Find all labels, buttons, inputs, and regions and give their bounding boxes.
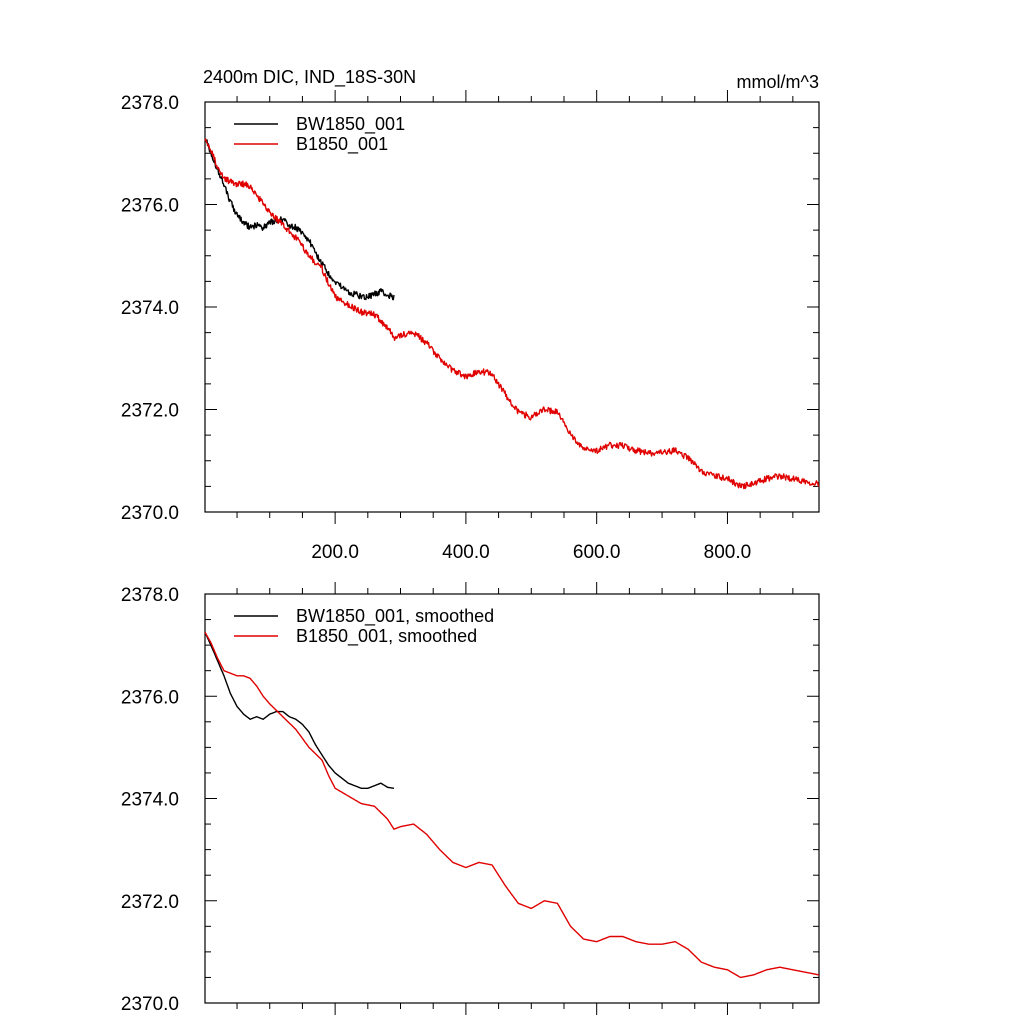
legend-label: BW1850_001, smoothed bbox=[296, 606, 494, 627]
y-tick-label: 2376.0 bbox=[121, 687, 179, 708]
legend-label: B1850_001 bbox=[296, 134, 388, 155]
plot-frame bbox=[204, 593, 820, 1004]
chart-title: 2400m DIC, IND_18S-30N bbox=[203, 67, 416, 88]
y-tick-label: 2370.0 bbox=[121, 503, 179, 524]
series-line-b1850 bbox=[204, 631, 820, 979]
series-line-bw1850 bbox=[204, 139, 395, 301]
legend-label: B1850_001, smoothed bbox=[296, 626, 477, 647]
y-tick-label: 2374.0 bbox=[121, 790, 179, 811]
legend-label: BW1850_001 bbox=[296, 114, 405, 135]
y-tick-label: 2378.0 bbox=[121, 93, 179, 114]
chart-panel-1: 2370.0 2372.0 2374.0 2376.0 2378.0 200.0 400.0… bbox=[121, 67, 820, 563]
series-line-bw1850 bbox=[204, 632, 395, 789]
y-tick-label: 2374.0 bbox=[121, 298, 179, 319]
y-tick-label: 2376.0 bbox=[121, 196, 179, 217]
x-tick-label: 200.0 bbox=[311, 542, 359, 563]
y-tick-label: 2370.0 bbox=[121, 994, 179, 1015]
x-tick-label: 400.0 bbox=[442, 542, 490, 563]
plot-frame bbox=[204, 101, 820, 513]
y-tick-label: 2372.0 bbox=[121, 401, 179, 422]
y-tick-label: 2372.0 bbox=[121, 892, 179, 913]
x-tick-label: 600.0 bbox=[573, 542, 621, 563]
chart-panel-2: 2370.0 2372.0 2374.0 2376.0 2378.0 BW1850_001… bbox=[121, 582, 820, 1015]
series-line-b1850 bbox=[204, 138, 820, 490]
y-tick-label: 2378.0 bbox=[121, 585, 179, 606]
units-label: mmol/m^3 bbox=[737, 72, 819, 92]
x-tick-label: 800.0 bbox=[704, 542, 752, 563]
